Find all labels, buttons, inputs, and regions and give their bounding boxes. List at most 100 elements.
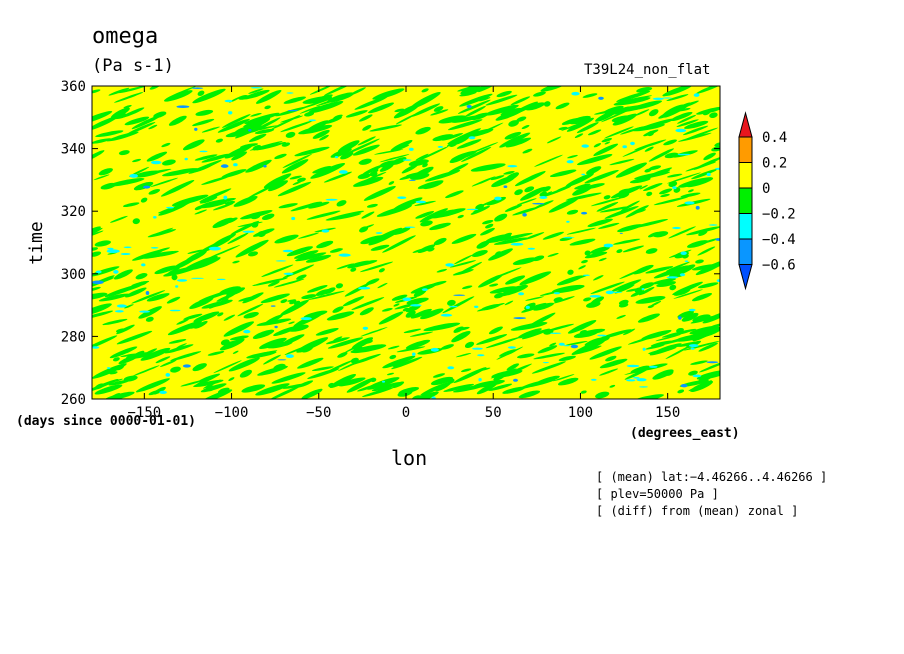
- heatmap-patch: [396, 346, 426, 353]
- heatmap-patch: [393, 197, 423, 211]
- heatmap-patch: [182, 364, 191, 368]
- heatmap-patch: [567, 154, 578, 159]
- heatmap-patch: [620, 200, 640, 211]
- heatmap-patch: [684, 120, 709, 129]
- heatmap-patch: [362, 164, 383, 175]
- heatmap-patch: [111, 393, 121, 398]
- heatmap-patch: [92, 292, 108, 301]
- heatmap-patch: [421, 88, 429, 93]
- heatmap-patch: [635, 296, 666, 304]
- heatmap-patch: [136, 281, 148, 286]
- heatmap-patch: [255, 89, 282, 104]
- heatmap-patch: [321, 229, 330, 233]
- heatmap-patch: [194, 154, 218, 161]
- heatmap-patch: [622, 245, 644, 253]
- heatmap-patch: [379, 154, 410, 163]
- heatmap-patch: [541, 186, 551, 192]
- heatmap-patch: [595, 110, 618, 122]
- heatmap-patch: [346, 377, 375, 393]
- heatmap-patch: [287, 299, 295, 302]
- heatmap-patch: [512, 206, 540, 216]
- heatmap-patch: [675, 128, 687, 133]
- colorbar-box: [738, 136, 753, 163]
- heatmap-patch: [153, 386, 166, 395]
- heatmap-patch: [224, 99, 233, 103]
- heatmap-patch: [304, 111, 315, 117]
- heatmap-patch: [514, 171, 546, 187]
- heatmap-patch: [547, 252, 559, 257]
- heatmap-patch: [201, 175, 230, 185]
- heatmap-patch: [193, 311, 220, 323]
- heatmap-patch: [581, 144, 589, 148]
- chart-subtitle-right: T39L24_non_flat: [584, 62, 711, 78]
- heatmap-patch: [420, 220, 433, 227]
- heatmap-patch: [553, 292, 561, 295]
- heatmap-patch: [468, 136, 476, 140]
- heatmap-patch: [461, 146, 492, 162]
- heatmap-patch: [471, 250, 488, 257]
- heatmap-patch: [335, 283, 344, 289]
- heatmap-patch: [141, 263, 146, 267]
- heatmap-patch: [645, 266, 674, 274]
- heatmap-patch: [508, 120, 519, 127]
- heatmap-patch: [312, 166, 332, 174]
- heatmap-patch: [436, 268, 448, 273]
- heatmap-patch: [92, 230, 104, 239]
- heatmap-patch: [123, 375, 138, 382]
- heatmap-patch: [619, 266, 648, 280]
- heatmap-patch: [430, 109, 449, 116]
- heatmap-patch: [488, 283, 499, 287]
- heatmap-patch: [435, 381, 452, 392]
- heatmap-patch: [401, 163, 419, 174]
- heatmap-patch: [481, 303, 501, 311]
- heatmap-patch: [168, 267, 180, 274]
- heatmap-patch: [702, 110, 711, 116]
- heatmap-patch: [357, 383, 380, 392]
- heatmap-patch: [516, 116, 527, 122]
- heatmap-patch: [307, 285, 328, 293]
- heatmap-patch: [277, 359, 287, 361]
- heatmap-patch: [216, 278, 226, 281]
- heatmap-patch: [336, 263, 355, 270]
- heatmap-patch: [98, 293, 130, 302]
- heatmap-patch: [389, 354, 397, 360]
- heatmap-patch: [337, 358, 365, 372]
- heatmap-patch: [372, 88, 405, 100]
- heatmap-patch: [630, 141, 635, 146]
- heatmap-patch: [614, 284, 635, 294]
- heatmap-patch: [432, 134, 454, 142]
- heatmap-patch: [537, 345, 558, 354]
- heatmap-patch: [522, 213, 527, 217]
- heatmap-patch: [504, 204, 523, 212]
- heatmap-patch: [347, 260, 370, 269]
- heatmap-patch: [575, 345, 602, 355]
- heatmap-patch: [275, 260, 287, 262]
- colorbar-label: 0.2: [762, 156, 787, 172]
- heatmap-patch: [563, 345, 570, 347]
- heatmap-patch: [584, 250, 591, 256]
- heatmap-patch: [382, 235, 416, 253]
- heatmap-patch: [525, 102, 546, 111]
- heatmap-patch: [120, 353, 137, 358]
- heatmap-patch: [676, 119, 699, 128]
- heatmap-patch: [292, 180, 303, 185]
- heatmap-patch: [325, 198, 338, 201]
- heatmap-patch: [145, 291, 150, 295]
- heatmap-patch: [226, 287, 246, 297]
- heatmap-patch: [570, 344, 579, 349]
- heatmap-patch: [260, 293, 290, 304]
- heatmap-patch: [678, 132, 712, 142]
- heatmap-patch: [521, 124, 530, 130]
- heatmap-patch: [145, 316, 154, 322]
- heatmap-patch: [613, 238, 641, 245]
- y-tick-label: 340: [61, 142, 86, 158]
- heatmap-patch: [135, 378, 170, 393]
- heatmap-patch: [670, 111, 693, 122]
- annotation-diff: [ (diff) from (mean) zonal ]: [596, 504, 799, 518]
- heatmap-patch: [92, 89, 101, 94]
- heatmap-patch: [332, 306, 344, 313]
- heatmap-patch: [149, 86, 161, 90]
- heatmap-patch: [673, 288, 691, 296]
- heatmap-patch: [634, 139, 667, 151]
- heatmap-patch: [424, 170, 461, 182]
